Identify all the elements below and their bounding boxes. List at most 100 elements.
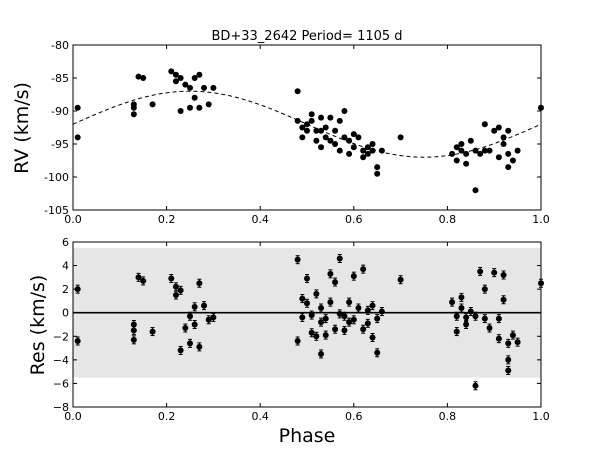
rv-data-point [168, 68, 175, 75]
residual-x-tick-label: 0.4 [251, 410, 269, 423]
rv-data-point [304, 121, 310, 128]
chart-title: BD+33_2642 Period= 1105 d [211, 29, 402, 44]
rv-x-tick-label: 0.0 [64, 213, 82, 226]
rv-data-point [308, 117, 315, 124]
rv-data-point [505, 127, 512, 134]
residual-data-point [308, 329, 315, 336]
residual-data-points [74, 254, 544, 391]
rv-data-point [472, 187, 479, 194]
rv-data-point [74, 134, 81, 141]
rv-data-point [495, 124, 502, 131]
rv-data-point [509, 157, 516, 164]
rv-data-point [187, 104, 193, 111]
residual-data-point [327, 299, 334, 306]
rv-data-point [500, 141, 507, 147]
rv-y-tick-label: -105 [44, 204, 69, 217]
rv-data-point [205, 101, 212, 108]
residual-data-point [481, 315, 488, 322]
residual-data-point [463, 321, 470, 328]
residual-y-tick-label: 4 [62, 260, 69, 273]
residual-data-point [318, 319, 325, 326]
residual-data-point [364, 307, 371, 314]
rv-data-point [495, 154, 502, 161]
rv-axis-ticks: 0.0 0.2 0.4 0.6 0.8 1.0 -80 -85 -90 -95 -100 -105 [44, 39, 550, 226]
rv-data-point [191, 94, 198, 101]
x-axis-label: Phase [279, 425, 336, 447]
residual-data-point [360, 326, 367, 333]
rv-data-point [360, 147, 367, 154]
residual-data-point [182, 325, 189, 332]
residual-data-point [505, 340, 512, 347]
rv-data-point [350, 144, 357, 151]
rv-data-point [378, 147, 385, 154]
rv-data-point [130, 111, 137, 118]
rv-data-point [308, 111, 315, 118]
residual-data-point [467, 308, 474, 315]
residual-data-point [472, 313, 479, 320]
residual-y-tick-label: 6 [62, 236, 69, 249]
residual-data-point [336, 310, 343, 317]
rv-data-points [74, 68, 544, 194]
residual-data-point [196, 343, 203, 350]
residual-data-point [350, 316, 357, 323]
residual-data-point [374, 349, 381, 356]
residual-data-point [449, 299, 456, 306]
rv-data-point [538, 104, 544, 111]
residual-plot-frame [72, 241, 542, 408]
rv-data-point [130, 101, 137, 108]
rv-y-tick-label: -90 [51, 105, 69, 118]
residual-data-point [74, 338, 81, 344]
residual-panel: 0.0 0.2 0.4 0.6 0.8 1.0 6 4 2 0 −2 −4 −6 −8 Res (km/s… [27, 236, 550, 447]
rv-data-point [294, 117, 301, 124]
residual-data-point [299, 314, 306, 321]
rv-data-point [318, 144, 325, 151]
rv-data-point [486, 147, 493, 154]
rv-data-point [449, 150, 456, 157]
residual-data-point [304, 275, 310, 282]
residual-data-point [346, 299, 353, 306]
residual-data-point [135, 274, 142, 281]
residual-data-point [505, 367, 512, 374]
residual-data-point [322, 332, 329, 339]
rv-data-point [374, 164, 381, 171]
residual-data-point [538, 280, 544, 287]
rv-data-point [172, 78, 179, 85]
rv-x-tick-label: 0.8 [439, 213, 457, 226]
residual-data-point [304, 300, 310, 307]
residual-y-tick-label: −6 [53, 377, 69, 390]
residual-data-point [318, 350, 325, 357]
residual-data-point [205, 316, 212, 323]
residual-data-point [350, 273, 357, 280]
rv-data-point [318, 127, 325, 134]
rv-data-point [355, 134, 362, 141]
rv-data-point [294, 88, 301, 95]
residual-data-point [369, 302, 376, 309]
residual-axis-ticks: 0.0 0.2 0.4 0.6 0.8 1.0 6 4 2 0 −2 −4 −6 −8 [53, 236, 550, 423]
rv-data-point [341, 108, 348, 114]
rv-data-point [463, 150, 470, 157]
rv-data-point [172, 71, 179, 78]
residual-data-point [187, 313, 193, 320]
rv-data-point [327, 114, 334, 121]
residual-data-point [341, 327, 348, 334]
rv-data-point [201, 84, 208, 91]
rv-data-point [74, 104, 81, 111]
rv-data-point [135, 73, 142, 80]
residual-data-point [299, 295, 306, 302]
residual-x-tick-label: 0.0 [64, 410, 82, 423]
rv-data-point [341, 134, 348, 141]
rv-data-point [481, 147, 488, 154]
residual-data-point [495, 335, 502, 342]
residual-y-tick-label: −4 [53, 354, 69, 367]
residual-data-point [378, 308, 385, 315]
rv-data-point [458, 147, 465, 154]
rv-data-point [364, 144, 371, 151]
residual-data-point [500, 272, 507, 278]
residual-data-point [130, 336, 137, 343]
residual-data-point [313, 333, 320, 340]
residual-data-point [322, 315, 329, 322]
rv-data-point [453, 144, 460, 151]
rv-data-point [458, 141, 465, 147]
residual-data-point [294, 256, 301, 263]
